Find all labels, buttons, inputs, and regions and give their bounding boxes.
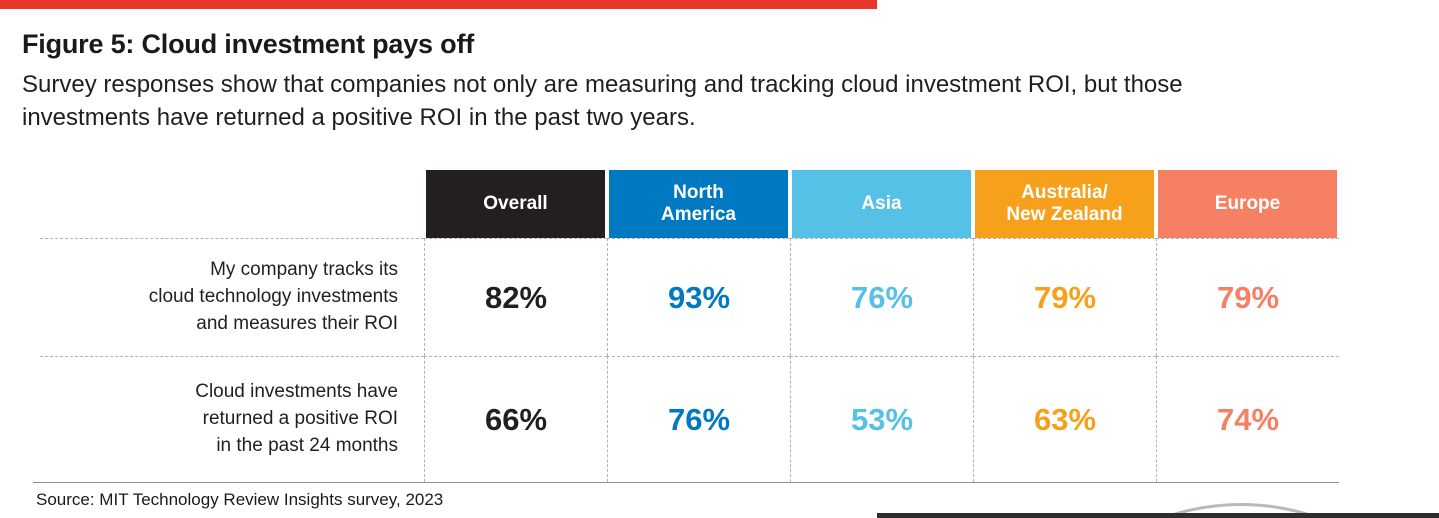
- value-cell: 76%: [607, 356, 790, 483]
- bottom-edge-bar: [877, 513, 1439, 518]
- column-header-asia: Asia: [790, 170, 973, 239]
- column-header-north-america: North America: [607, 170, 790, 239]
- value-cell: 93%: [607, 238, 790, 357]
- value-cell: 63%: [973, 356, 1156, 483]
- value-cell: 74%: [1156, 356, 1339, 483]
- value-cell: 79%: [973, 238, 1156, 357]
- column-header-australia-new-zealand: Australia/ New Zealand: [973, 170, 1156, 239]
- figure-content: Figure 5: Cloud investment pays off Surv…: [0, 9, 1439, 510]
- row-label: Cloud investments have returned a positi…: [40, 356, 424, 482]
- figure-subtitle: Survey responses show that companies not…: [22, 71, 1183, 132]
- value-cell: 66%: [424, 356, 607, 483]
- column-header-europe: Europe: [1156, 170, 1339, 239]
- source-divider: [33, 482, 1339, 484]
- row-label: My company tracks its cloud technology i…: [40, 238, 424, 356]
- value-cell: 79%: [1156, 238, 1339, 357]
- table-corner-spacer: [40, 170, 424, 238]
- source-note: Source: MIT Technology Review Insights s…: [36, 490, 444, 510]
- value-cell: 82%: [424, 238, 607, 357]
- column-header-overall: Overall: [424, 170, 607, 239]
- data-table: Overall North America Asia Australia/ Ne…: [40, 170, 1439, 483]
- top-accent-bar: [0, 0, 877, 9]
- value-cell: 53%: [790, 356, 973, 483]
- figure-title: Figure 5: Cloud investment pays off: [22, 29, 475, 59]
- value-cell: 76%: [790, 238, 973, 357]
